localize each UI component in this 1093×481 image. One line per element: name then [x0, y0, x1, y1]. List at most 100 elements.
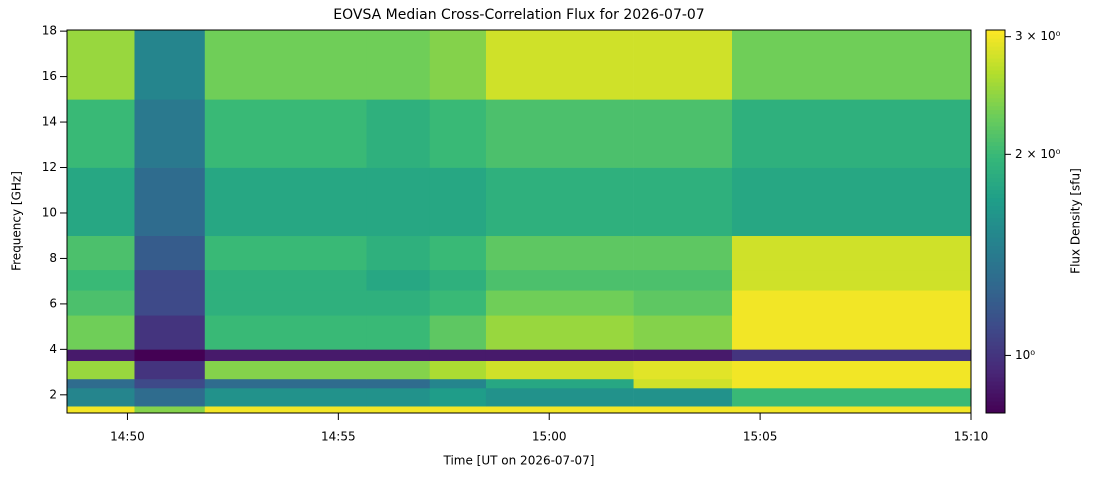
- colorbar-swatch: [986, 289, 1005, 294]
- colorbar-swatch: [986, 185, 1005, 191]
- colorbar-swatch: [986, 105, 1005, 111]
- heatmap-cell: [134, 99, 206, 168]
- colorbar-swatch: [986, 325, 1005, 330]
- heatmap-cell: [633, 360, 733, 380]
- heatmap-cell: [429, 315, 487, 350]
- colorbar-swatch: [986, 317, 1005, 322]
- heatmap-cell: [204, 235, 367, 271]
- colorbar-swatch: [986, 405, 1005, 410]
- colorbar-swatch: [986, 189, 1005, 195]
- heatmap-cell: [429, 269, 487, 291]
- heatmap-cell: [485, 290, 634, 316]
- plot-frame: [66, 29, 972, 414]
- heatmap-cell: [67, 360, 135, 380]
- heatmap-cell: [134, 290, 206, 316]
- colorbar-swatch: [986, 265, 1005, 270]
- colorbar-swatch: [986, 153, 1005, 159]
- colorbar-swatch: [986, 145, 1005, 151]
- colorbar-label: Flux Density [sfu]: [1069, 168, 1083, 274]
- colorbar-swatch: [986, 30, 1005, 35]
- colorbar-swatch: [986, 257, 1005, 262]
- colorbar-swatch: [986, 137, 1005, 143]
- colorbar-swatch: [986, 389, 1005, 394]
- heatmap-cell: [633, 290, 733, 316]
- colorbar-swatch: [986, 277, 1005, 282]
- heatmap-cell: [366, 360, 431, 380]
- heatmap-cell: [485, 315, 634, 350]
- y-tick-label: 12: [42, 160, 57, 174]
- colorbar-swatch: [986, 237, 1005, 242]
- colorbar-swatch: [986, 305, 1005, 310]
- heatmap-cell: [485, 30, 634, 100]
- heatmap-cell: [67, 167, 135, 237]
- heatmap-cell: [485, 360, 634, 380]
- colorbar-tick-label: 2 × 10⁰: [1015, 147, 1061, 161]
- heatmap-cell: [731, 378, 972, 389]
- colorbar-swatch: [986, 361, 1005, 366]
- heatmap-cell: [204, 290, 367, 316]
- colorbar-swatch: [986, 229, 1005, 234]
- colorbar-swatch: [986, 293, 1005, 298]
- heatmap-cell: [485, 378, 634, 389]
- x-tick-label: 14:55: [321, 430, 356, 444]
- colorbar-swatch: [986, 253, 1005, 258]
- colorbar-swatch: [986, 65, 1005, 71]
- colorbar-swatch: [986, 249, 1005, 254]
- colorbar-swatch: [986, 141, 1005, 147]
- colorbar-swatch: [986, 97, 1005, 103]
- heatmap-cell: [204, 99, 367, 168]
- colorbar-swatch: [986, 401, 1005, 406]
- heatmap-cell: [366, 99, 431, 168]
- heatmap-cell: [366, 378, 431, 389]
- heatmap-cell: [134, 30, 206, 100]
- heatmap-cell: [134, 269, 206, 291]
- colorbar-swatch: [986, 157, 1005, 163]
- heatmap-cell: [731, 315, 972, 350]
- heatmap-cell: [429, 235, 487, 271]
- colorbar-swatch: [986, 281, 1005, 286]
- heatmap-cell: [633, 315, 733, 350]
- heatmap-cell: [134, 406, 206, 414]
- colorbar-swatch: [986, 177, 1005, 183]
- heatmap-cell: [731, 99, 972, 168]
- colorbar-swatch: [986, 165, 1005, 171]
- y-tick-label: 2: [49, 387, 57, 401]
- heatmap-cell: [633, 406, 733, 414]
- chart-title: EOVSA Median Cross-Correlation Flux for …: [333, 7, 704, 23]
- heatmap-cell: [67, 378, 135, 389]
- colorbar-swatch: [986, 353, 1005, 358]
- heatmap-cell: [366, 387, 431, 407]
- colorbar-swatch: [986, 45, 1005, 51]
- colorbar-swatch: [986, 57, 1005, 63]
- heatmap-cell: [731, 290, 972, 316]
- heatmap-cell: [204, 349, 367, 362]
- heatmap-cell: [633, 235, 733, 271]
- colorbar-swatch: [986, 61, 1005, 67]
- colorbar-swatch: [986, 385, 1005, 390]
- heatmap-cell: [366, 349, 431, 362]
- heatmap-cell: [633, 269, 733, 291]
- heatmap-cell: [366, 290, 431, 316]
- colorbar-swatch: [986, 349, 1005, 354]
- heatmap-cell: [134, 235, 206, 271]
- heatmap-cell: [633, 349, 733, 362]
- colorbar-swatch: [986, 233, 1005, 238]
- heatmap-cell: [429, 349, 487, 362]
- heatmap-cell: [633, 30, 733, 100]
- colorbar-swatch: [986, 149, 1005, 155]
- x-axis-label: Time [UT on 2026-07-07]: [443, 454, 595, 468]
- colorbar-swatch: [986, 321, 1005, 326]
- colorbar-swatch: [986, 89, 1005, 95]
- heatmap-cell: [429, 387, 487, 407]
- heatmap-cell: [429, 167, 487, 237]
- colorbar-swatch: [986, 309, 1005, 314]
- heatmap-cell: [731, 360, 972, 380]
- colorbar-tick-label: 3 × 10⁰: [1015, 29, 1061, 43]
- colorbar-swatch: [986, 41, 1005, 47]
- heatmap-cell: [731, 30, 972, 100]
- colorbar-swatch: [986, 409, 1005, 414]
- heatmap-cell: [366, 269, 431, 291]
- colorbar-swatch: [986, 397, 1005, 402]
- heatmap-cell: [429, 378, 487, 389]
- colorbar-swatch: [986, 81, 1005, 87]
